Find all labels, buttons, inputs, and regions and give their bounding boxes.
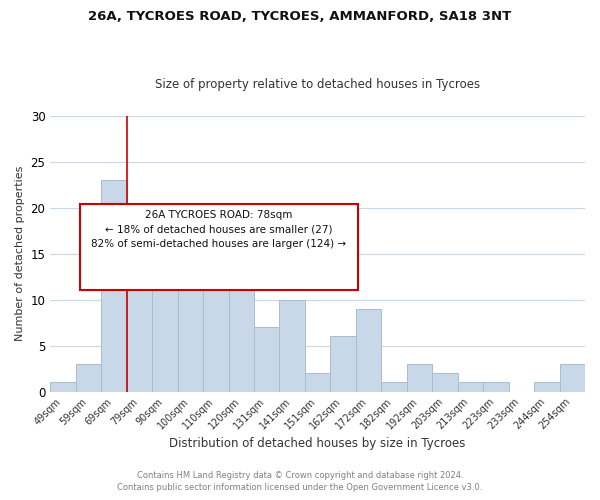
Bar xyxy=(356,309,382,392)
Bar xyxy=(50,382,76,392)
Bar xyxy=(432,374,458,392)
Bar xyxy=(203,244,229,392)
Bar xyxy=(229,263,254,392)
Text: 26A TYCROES ROAD: 78sqm
← 18% of detached houses are smaller (27)
82% of semi-de: 26A TYCROES ROAD: 78sqm ← 18% of detache… xyxy=(91,210,346,249)
Bar xyxy=(382,382,407,392)
Text: Contains HM Land Registry data © Crown copyright and database right 2024.
Contai: Contains HM Land Registry data © Crown c… xyxy=(118,471,482,492)
Bar xyxy=(483,382,509,392)
Bar xyxy=(254,328,280,392)
Y-axis label: Number of detached properties: Number of detached properties xyxy=(15,166,25,342)
Bar xyxy=(305,374,331,392)
Bar xyxy=(534,382,560,392)
Title: Size of property relative to detached houses in Tycroes: Size of property relative to detached ho… xyxy=(155,78,480,91)
Bar xyxy=(331,336,356,392)
Bar xyxy=(101,180,127,392)
Bar xyxy=(152,226,178,392)
Bar xyxy=(178,226,203,392)
X-axis label: Distribution of detached houses by size in Tycroes: Distribution of detached houses by size … xyxy=(169,437,466,450)
Bar xyxy=(458,382,483,392)
Bar xyxy=(560,364,585,392)
Bar xyxy=(127,282,152,392)
Bar xyxy=(407,364,432,392)
FancyBboxPatch shape xyxy=(80,204,358,290)
Bar xyxy=(76,364,101,392)
Bar xyxy=(280,300,305,392)
Text: 26A, TYCROES ROAD, TYCROES, AMMANFORD, SA18 3NT: 26A, TYCROES ROAD, TYCROES, AMMANFORD, S… xyxy=(88,10,512,23)
